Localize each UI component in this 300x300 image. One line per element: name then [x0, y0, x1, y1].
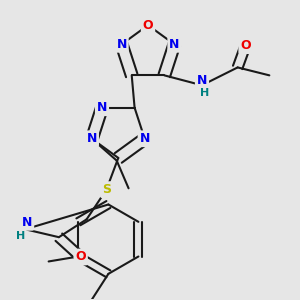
Text: O: O [240, 39, 251, 52]
Text: N: N [169, 38, 180, 51]
Text: N: N [97, 101, 107, 114]
Text: H: H [16, 231, 25, 241]
Text: H: H [200, 88, 210, 98]
Text: N: N [87, 132, 97, 145]
Text: O: O [75, 250, 86, 263]
Text: N: N [197, 74, 207, 87]
Text: S: S [102, 183, 111, 196]
Text: N: N [22, 216, 32, 229]
Text: N: N [116, 38, 127, 51]
Text: O: O [143, 19, 153, 32]
Text: N: N [140, 132, 150, 145]
